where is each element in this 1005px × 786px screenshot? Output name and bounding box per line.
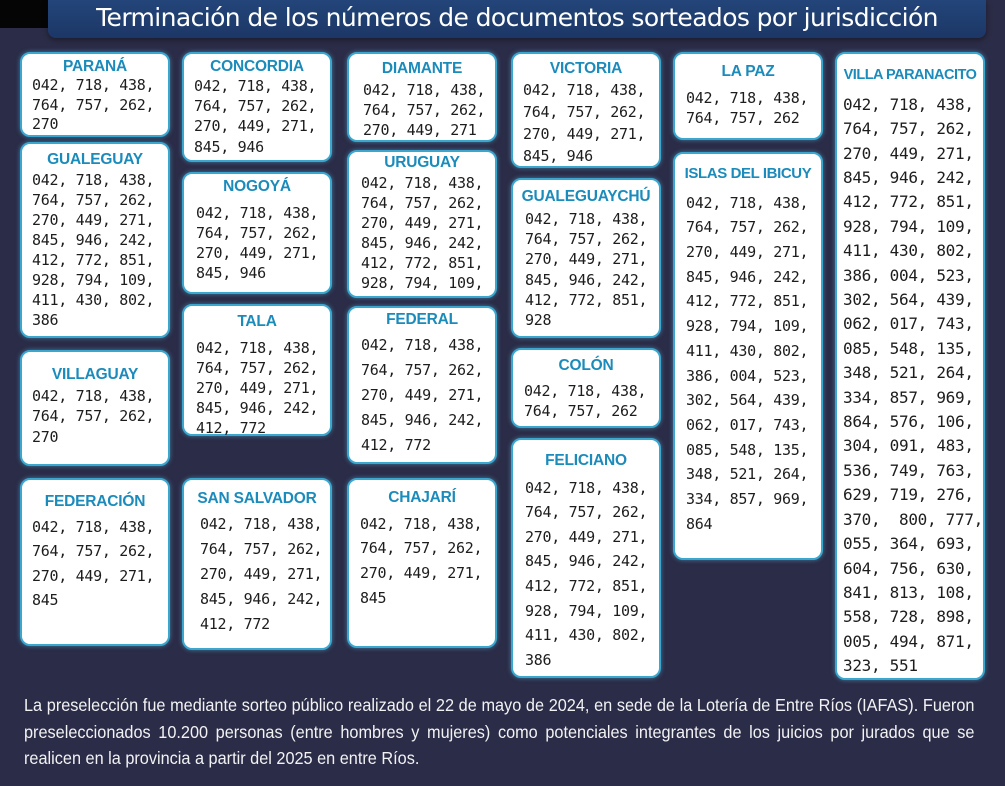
document-numbers: 042, 718, 438, 764, 757, 262 [686, 89, 809, 127]
title-bar: Terminación de los números de documentos… [48, 0, 986, 38]
document-numbers: 042, 718, 438, 764, 757, 262, 270, 449, … [525, 478, 648, 669]
document-numbers: 042, 718, 438, 764, 757, 262, 270, 449, … [32, 517, 155, 610]
jurisdiction-card: NOGOYÁ 042, 718, 438, 764, 757, 262, 270,… [182, 172, 332, 294]
jurisdiction-card: LA PAZ 042, 718, 438, 764, 757, 262 [673, 52, 823, 140]
jurisdiction-name: FELICIANO [545, 452, 627, 469]
jurisdiction-name: SAN SALVADOR [197, 490, 317, 507]
jurisdiction-name: FEDERAL [386, 311, 458, 328]
document-numbers: 042, 718, 438, 764, 757, 262, 270, 449, … [523, 81, 646, 165]
jurisdiction-name: GUALEGUAY [47, 151, 143, 168]
jurisdiction-card: CONCORDIA 042, 718, 438, 764, 757, 262, 2… [182, 52, 332, 162]
document-numbers: 042, 718, 438, 764, 757, 262, 270, 449, … [196, 339, 319, 437]
jurisdiction-card: FEDERACIÓN 042, 718, 438, 764, 757, 262, … [20, 478, 170, 646]
jurisdiction-card: VILLA PARANACITO 042, 718, 438, 764, 757,… [835, 52, 985, 680]
jurisdiction-name: COLÓN [558, 357, 614, 374]
jurisdiction-card: VILLAGUAY 042, 718, 438, 764, 757, 262, 2… [20, 350, 170, 466]
jurisdiction-name: VILLAGUAY [51, 366, 139, 383]
document-numbers: 042, 718, 438, 764, 757, 262, 270 [32, 386, 155, 446]
jurisdiction-name: FEDERACIÓN [44, 493, 146, 510]
jurisdiction-name: ISLAS DEL IBICUY [684, 165, 812, 182]
jurisdiction-card: FEDERAL 042, 718, 438, 764, 757, 262, 270… [347, 306, 497, 464]
document-numbers: 042, 718, 438, 764, 757, 262, 270 [32, 76, 155, 134]
document-numbers: 042, 718, 438, 764, 757, 262, 270, 449, … [843, 94, 983, 676]
jurisdiction-name: CHAJARÍ [388, 489, 456, 506]
jurisdiction-name: CONCORDIA [210, 58, 304, 75]
document-numbers: 042, 718, 438, 764, 757, 262, 270, 449, … [361, 335, 484, 454]
jurisdiction-name: PARANÁ [63, 58, 127, 75]
jurisdiction-card: ISLAS DEL IBICUY 042, 718, 438, 764, 757,… [673, 152, 823, 560]
jurisdiction-name: NOGOYÁ [223, 178, 291, 195]
document-numbers: 042, 718, 438, 764, 757, 262, 270, 449, … [32, 171, 155, 329]
document-numbers: 042, 718, 438, 764, 757, 262, 270, 449, … [525, 209, 648, 330]
document-numbers: 042, 718, 438, 764, 757, 262, 270, 449, … [194, 76, 317, 156]
jurisdiction-name: LA PAZ [721, 63, 775, 80]
jurisdiction-card: COLÓN 042, 718, 438, 764, 757, 262 [511, 348, 661, 428]
jurisdiction-card: DIAMANTE 042, 718, 438, 764, 757, 262, 27… [347, 52, 497, 142]
jurisdiction-card: TALA 042, 718, 438, 764, 757, 262, 270, 4… [182, 304, 332, 437]
jurisdiction-name: GUALEGUAYCHÚ [521, 188, 651, 205]
jurisdiction-name: VICTORIA [549, 60, 623, 77]
document-numbers: 042, 718, 438, 764, 757, 262, 270, 449, … [686, 193, 809, 533]
document-numbers: 042, 718, 438, 764, 757, 262, 270, 449, … [363, 81, 486, 139]
jurisdiction-name: DIAMANTE [381, 60, 463, 77]
jurisdiction-card: VICTORIA 042, 718, 438, 764, 757, 262, 27… [511, 52, 661, 168]
document-numbers: 042, 718, 438, 764, 757, 262, 270, 449, … [361, 174, 484, 292]
page-title: Terminación de los números de documentos… [96, 3, 938, 32]
jurisdiction-card: GUALEGUAY 042, 718, 438, 764, 757, 262, 2… [20, 142, 170, 338]
jurisdiction-name: VILLA PARANACITO [843, 67, 977, 83]
corner-decoration [0, 0, 48, 28]
jurisdiction-card: SAN SALVADOR 042, 718, 438, 764, 757, 262… [182, 478, 332, 650]
jurisdiction-card: PARANÁ 042, 718, 438, 764, 757, 262, 270 [20, 52, 170, 137]
document-numbers: 042, 718, 438, 764, 757, 262, 270, 449, … [196, 204, 319, 282]
jurisdiction-card: GUALEGUAYCHÚ 042, 718, 438, 764, 757, 262… [511, 178, 661, 338]
footer-note: La preselección fue mediante sorteo públ… [24, 695, 975, 768]
jurisdiction-card: FELICIANO 042, 718, 438, 764, 757, 262, 2… [511, 438, 661, 678]
jurisdiction-card: CHAJARÍ 042, 718, 438, 764, 757, 262, 270… [347, 478, 497, 648]
jurisdiction-name: TALA [237, 313, 277, 330]
jurisdiction-name: URUGUAY [384, 154, 460, 171]
jurisdiction-card: URUGUAY 042, 718, 438, 764, 757, 262, 270… [347, 150, 497, 298]
document-numbers: 042, 718, 438, 764, 757, 262, 270, 449, … [200, 514, 323, 633]
document-numbers: 042, 718, 438, 764, 757, 262 [524, 382, 647, 420]
document-numbers: 042, 718, 438, 764, 757, 262, 270, 449, … [360, 514, 483, 607]
